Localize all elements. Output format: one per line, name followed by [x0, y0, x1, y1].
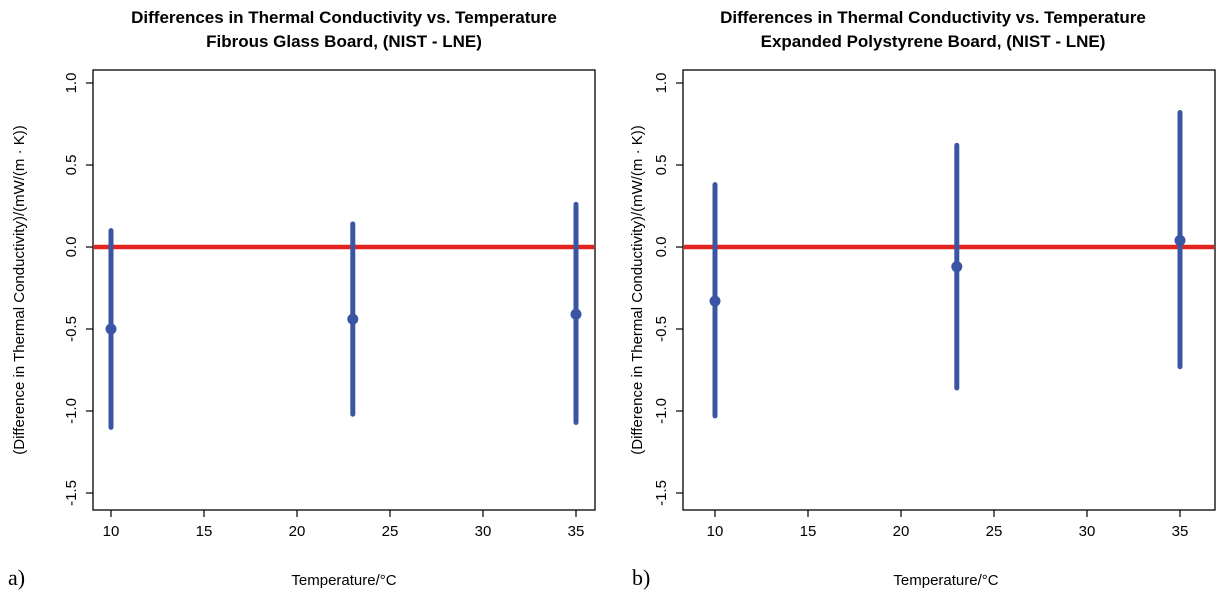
x-tick-label-a: 35 [568, 523, 585, 540]
x-tick-label-a: 20 [289, 523, 306, 540]
panel-a: Differences in Thermal Conductivity vs. … [8, 8, 596, 590]
chart-subtitle-b: Expanded Polystyrene Board, (NIST - LNE) [761, 32, 1106, 51]
x-axis-label-b: Temperature/°C [893, 572, 998, 589]
series-b [709, 110, 1186, 419]
plot-frame-a [92, 69, 596, 511]
x-tick-label-a: 25 [382, 523, 399, 540]
y-tick-label-b: -0.5 [653, 316, 670, 342]
x-tick-label-b: 10 [707, 523, 724, 540]
data-point-b [1174, 234, 1186, 246]
y-axis-a: -1.5 -1.0 -0.5 0.0 0.5 1.0 [63, 73, 93, 506]
y-axis-label-a: (Difference in Thermal Conductivity)/(mW… [11, 125, 28, 455]
y-tick-label-b: 0.0 [653, 237, 670, 258]
y-tick-label-a: -1.5 [63, 480, 80, 506]
panel-label-b: b) [632, 565, 650, 590]
x-axis-b: 10 15 20 25 30 35 [707, 510, 1189, 540]
panel-b: Differences in Thermal Conductivity vs. … [629, 8, 1216, 590]
y-tick-label-a: 0.5 [63, 155, 80, 176]
panel-label-a: a) [8, 565, 25, 590]
y-tick-label-a: 0.0 [63, 237, 80, 258]
x-tick-label-a: 10 [103, 523, 120, 540]
x-tick-label-b: 15 [800, 523, 817, 540]
y-tick-label-a: -0.5 [63, 316, 80, 342]
x-tick-label-a: 30 [475, 523, 492, 540]
x-tick-label-b: 30 [1079, 523, 1096, 540]
y-axis-b: -1.5 -1.0 -0.5 0.0 0.5 1.0 [653, 73, 683, 506]
y-tick-label-b: 0.5 [653, 155, 670, 176]
data-point-a [105, 323, 117, 335]
x-tick-label-a: 15 [196, 523, 213, 540]
chart-subtitle-a: Fibrous Glass Board, (NIST - LNE) [206, 32, 482, 51]
y-tick-label-b: -1.5 [653, 480, 670, 506]
y-tick-label-b: 1.0 [653, 73, 670, 94]
series-a [105, 201, 582, 430]
chart-title-b: Differences in Thermal Conductivity vs. … [720, 8, 1146, 27]
plot-frame-b [682, 69, 1216, 511]
data-point-b [709, 295, 721, 307]
y-tick-label-a: -1.0 [63, 398, 80, 424]
x-axis-a: 10 15 20 25 30 35 [103, 510, 585, 540]
data-point-a [347, 313, 359, 325]
y-axis-label-b: (Difference in Thermal Conductivity)/(mW… [629, 125, 646, 455]
y-tick-label-a: 1.0 [63, 73, 80, 94]
y-tick-label-b: -1.0 [653, 398, 670, 424]
x-axis-label-a: Temperature/°C [291, 572, 396, 589]
data-point-b [951, 261, 963, 273]
data-point-a [570, 308, 582, 320]
x-tick-label-b: 25 [986, 523, 1003, 540]
x-tick-label-b: 20 [893, 523, 910, 540]
chart-title-a: Differences in Thermal Conductivity vs. … [131, 8, 557, 27]
x-tick-label-b: 35 [1172, 523, 1189, 540]
